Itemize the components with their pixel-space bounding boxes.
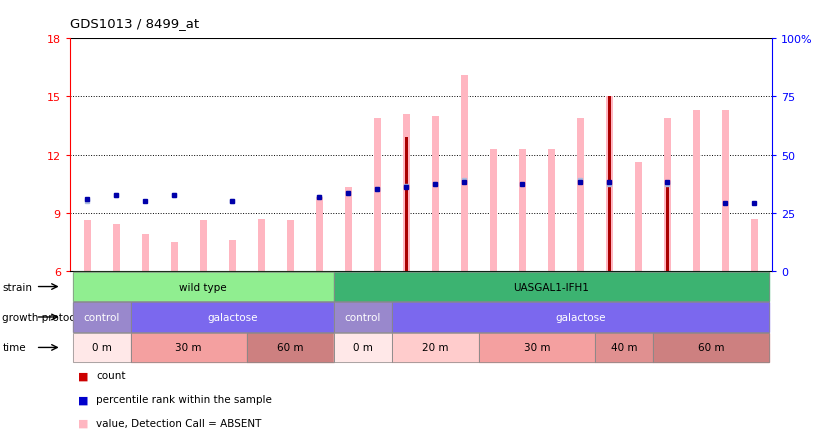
Bar [635, 163, 642, 271]
Text: 60 m: 60 m [698, 343, 724, 352]
Bar [548, 149, 555, 271]
Text: percentile rank within the sample: percentile rank within the sample [96, 395, 272, 404]
Bar [345, 188, 352, 271]
Bar [315, 198, 323, 271]
Text: count: count [96, 371, 126, 380]
Text: ■: ■ [78, 418, 89, 428]
Bar [200, 221, 207, 271]
Text: time: time [2, 343, 26, 352]
Bar [228, 240, 236, 271]
Text: control: control [84, 312, 120, 322]
Text: value, Detection Call = ABSENT: value, Detection Call = ABSENT [96, 418, 261, 428]
Bar [112, 225, 120, 271]
Text: UASGAL1-IFH1: UASGAL1-IFH1 [513, 282, 589, 292]
Bar [722, 111, 729, 271]
Text: control: control [345, 312, 381, 322]
Bar [606, 97, 613, 271]
Text: galactose: galactose [555, 312, 606, 322]
Bar [608, 97, 611, 271]
Text: 0 m: 0 m [92, 343, 112, 352]
Bar [432, 116, 439, 271]
Bar [405, 138, 408, 271]
Bar [171, 242, 178, 271]
Bar [141, 234, 149, 271]
Text: strain: strain [2, 282, 33, 292]
Bar [693, 111, 700, 271]
Bar [663, 118, 671, 271]
Bar [750, 219, 758, 271]
Bar [519, 149, 526, 271]
Bar [576, 118, 584, 271]
Text: 60 m: 60 m [277, 343, 304, 352]
Text: 0 m: 0 m [353, 343, 373, 352]
Bar [402, 115, 410, 271]
Bar [84, 221, 91, 271]
Text: wild type: wild type [180, 282, 227, 292]
Text: 30 m: 30 m [524, 343, 550, 352]
Text: GDS1013 / 8499_at: GDS1013 / 8499_at [70, 17, 199, 30]
Bar [258, 219, 265, 271]
Text: ■: ■ [78, 371, 89, 380]
Text: ■: ■ [78, 395, 89, 404]
Bar [287, 221, 294, 271]
Text: 20 m: 20 m [422, 343, 448, 352]
Bar [489, 149, 497, 271]
Bar [374, 118, 381, 271]
Text: growth protocol: growth protocol [2, 312, 85, 322]
Bar [461, 76, 468, 271]
Text: 30 m: 30 m [176, 343, 202, 352]
Bar [666, 188, 669, 271]
Text: galactose: galactose [207, 312, 258, 322]
Text: 40 m: 40 m [611, 343, 637, 352]
